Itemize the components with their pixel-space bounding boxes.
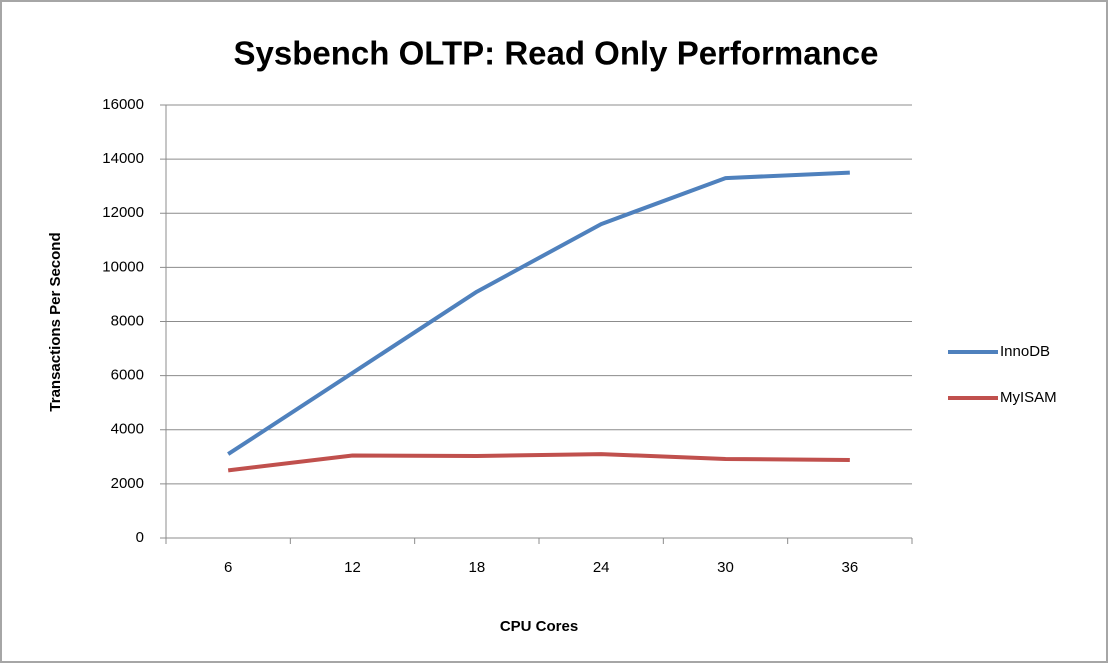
x-tick-label: 36 <box>841 559 858 576</box>
x-tick-label: 12 <box>344 559 361 576</box>
x-tick-label: 24 <box>593 559 610 576</box>
y-axis-title: Transactions Per Second <box>47 232 64 411</box>
x-tick-label: 30 <box>717 559 734 576</box>
x-axis-title: CPU Cores <box>500 618 578 635</box>
x-tick-label: 18 <box>468 559 485 576</box>
y-tick-label: 10000 <box>102 258 144 275</box>
series-line <box>227 170 850 456</box>
y-tick-label: 6000 <box>111 367 144 384</box>
legend-label: InnoDB <box>1000 343 1050 360</box>
y-tick-label: 2000 <box>111 475 144 492</box>
y-tick-label: 8000 <box>111 312 144 329</box>
series-line <box>227 452 850 473</box>
legend-label: MyISAM <box>1000 389 1057 406</box>
x-tick-label: 6 <box>224 559 232 576</box>
y-tick-label: 0 <box>136 529 144 546</box>
y-tick-label: 4000 <box>111 421 144 438</box>
y-tick-label: 14000 <box>102 150 144 167</box>
y-tick-label: 16000 <box>102 96 144 113</box>
chart-title: Sysbench OLTP: Read Only Performance <box>234 35 879 72</box>
y-tick-label: 12000 <box>102 204 144 221</box>
